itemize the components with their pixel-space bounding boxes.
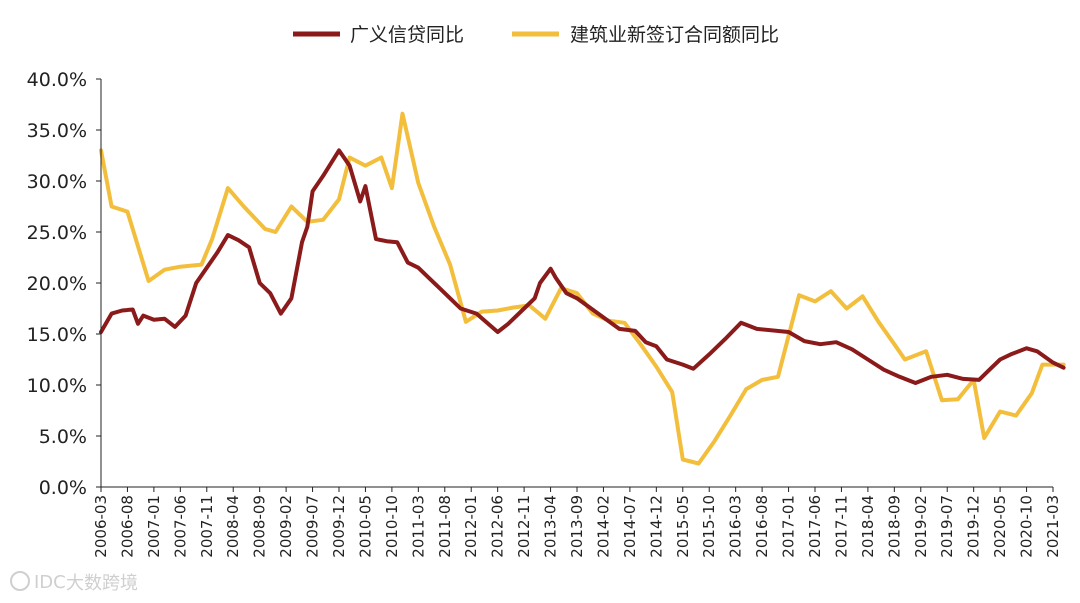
x-tick-label: 2010-05 bbox=[356, 495, 374, 558]
y-tick-label: 40.0% bbox=[27, 69, 87, 91]
x-tick-label: 2021-03 bbox=[1044, 495, 1062, 558]
y-tick-label: 15.0% bbox=[27, 324, 87, 346]
x-tick-label: 2017-06 bbox=[806, 495, 824, 558]
x-tick-label: 2009-12 bbox=[330, 495, 348, 558]
x-tick-label: 2017-01 bbox=[780, 495, 798, 558]
x-tick-label: 2006-08 bbox=[118, 495, 136, 558]
y-tick-label: 35.0% bbox=[27, 120, 87, 142]
x-tick-label: 2015-05 bbox=[674, 495, 692, 558]
x-tick-label: 2018-09 bbox=[885, 495, 903, 558]
watermark: IDC 大数跨境 bbox=[10, 571, 138, 594]
x-tick-label: 2009-07 bbox=[304, 495, 322, 558]
x-tick-label: 2007-11 bbox=[198, 495, 216, 558]
x-axis-ticks: 2006-03 2006-08 2007-01 2007-06 2007-11 2008-… bbox=[92, 487, 1062, 558]
x-tick-label: 2012-06 bbox=[489, 495, 507, 558]
legend: 广义信贷同比 建筑业新签订合同额同比 bbox=[293, 24, 779, 46]
x-tick-label: 2011-03 bbox=[409, 495, 427, 558]
y-tick-label: 20.0% bbox=[27, 273, 87, 295]
x-tick-label: 2008-04 bbox=[224, 495, 242, 558]
x-tick-label: 2013-04 bbox=[542, 495, 560, 558]
legend-label-construction: 建筑业新签订合同额同比 bbox=[570, 24, 779, 46]
y-tick-label: 30.0% bbox=[27, 171, 87, 193]
watermark-logo-text: IDC bbox=[34, 572, 66, 593]
x-tick-label: 2012-11 bbox=[515, 495, 533, 558]
x-tick-label: 2015-10 bbox=[700, 495, 718, 558]
x-tick-label: 2017-11 bbox=[832, 495, 850, 558]
x-tick-label: 2008-09 bbox=[251, 495, 269, 558]
legend-label-credit: 广义信贷同比 bbox=[350, 24, 464, 46]
x-tick-label: 2007-06 bbox=[171, 495, 189, 558]
x-tick-label: 2020-10 bbox=[1018, 495, 1036, 558]
x-tick-label: 2014-02 bbox=[594, 495, 612, 558]
x-tick-label: 2019-12 bbox=[965, 495, 983, 558]
x-tick-label: 2012-01 bbox=[462, 495, 480, 558]
x-tick-label: 2013-09 bbox=[568, 495, 586, 558]
x-tick-label: 2016-03 bbox=[727, 495, 745, 558]
series-line-credit bbox=[99, 148, 1066, 385]
x-tick-label: 2007-01 bbox=[145, 495, 163, 558]
x-tick-label: 2011-08 bbox=[436, 495, 454, 558]
x-tick-label: 2018-04 bbox=[859, 495, 877, 558]
plot-area bbox=[99, 111, 1066, 466]
x-tick-label: 2014-07 bbox=[621, 495, 639, 558]
y-tick-label: 25.0% bbox=[27, 222, 87, 244]
x-tick-label: 2006-03 bbox=[92, 495, 110, 558]
y-tick-label: 5.0% bbox=[39, 426, 87, 448]
x-tick-label: 2019-07 bbox=[938, 495, 956, 558]
x-tick-label: 2020-05 bbox=[991, 495, 1009, 558]
y-tick-label: 10.0% bbox=[27, 375, 87, 397]
x-tick-label: 2010-10 bbox=[383, 495, 401, 558]
x-tick-label: 2014-12 bbox=[647, 495, 665, 558]
x-tick-label: 2019-02 bbox=[912, 495, 930, 558]
x-tick-label: 2009-02 bbox=[277, 495, 295, 558]
y-axis-ticks: 0.0% 5.0% 10.0% 15.0% 20.0% 25.0% 30.0% 35.0% 40… bbox=[27, 69, 101, 499]
series-line-construction bbox=[99, 111, 1066, 466]
x-tick-label: 2016-08 bbox=[753, 495, 771, 558]
wechat-channel-icon bbox=[10, 571, 30, 591]
y-tick-label: 0.0% bbox=[39, 477, 87, 499]
watermark-text: 大数跨境 bbox=[66, 573, 138, 594]
